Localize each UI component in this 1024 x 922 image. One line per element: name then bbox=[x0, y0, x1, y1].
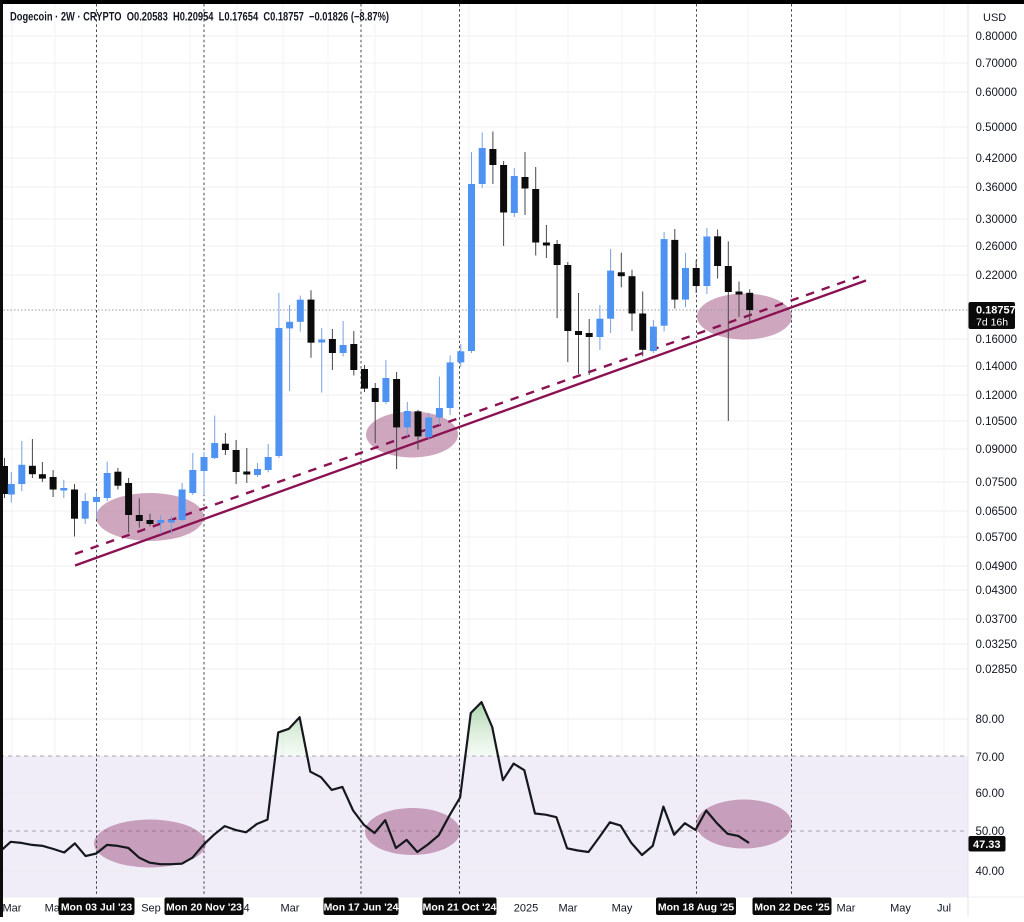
svg-text:Mar: Mar bbox=[281, 903, 300, 915]
svg-text:60.00: 60.00 bbox=[976, 788, 1005, 800]
svg-text:Dogecoin · 2W · CRYPTO O0.205: Dogecoin · 2W · CRYPTO O0.20583 H0.20954… bbox=[10, 12, 389, 24]
svg-text:80.00: 80.00 bbox=[976, 714, 1005, 726]
svg-text:Mon 20 Nov '23: Mon 20 Nov '23 bbox=[166, 902, 242, 914]
svg-text:50.00: 50.00 bbox=[976, 826, 1005, 838]
svg-text:0.18757: 0.18757 bbox=[976, 305, 1016, 317]
svg-text:0.12000: 0.12000 bbox=[976, 390, 1018, 402]
svg-text:0.50000: 0.50000 bbox=[976, 122, 1018, 134]
svg-text:Jul: Jul bbox=[937, 903, 951, 915]
svg-text:0.04900: 0.04900 bbox=[976, 561, 1018, 573]
svg-text:0.26000: 0.26000 bbox=[976, 241, 1018, 253]
svg-text:0.02850: 0.02850 bbox=[976, 664, 1018, 676]
svg-text:0.60000: 0.60000 bbox=[976, 87, 1018, 99]
svg-text:7d 16h: 7d 16h bbox=[976, 317, 1008, 329]
svg-text:0.70000: 0.70000 bbox=[976, 58, 1018, 70]
svg-text:0.04300: 0.04300 bbox=[976, 585, 1018, 597]
svg-text:0.80000: 0.80000 bbox=[976, 31, 1018, 43]
svg-text:0.03700: 0.03700 bbox=[976, 614, 1018, 626]
svg-text:May: May bbox=[612, 903, 633, 915]
svg-text:4: 4 bbox=[243, 903, 249, 915]
svg-text:USD: USD bbox=[983, 12, 1006, 24]
svg-text:0.07500: 0.07500 bbox=[976, 477, 1018, 489]
svg-text:May: May bbox=[890, 903, 911, 915]
svg-text:Sep: Sep bbox=[141, 903, 161, 915]
svg-text:0.16000: 0.16000 bbox=[976, 334, 1018, 346]
svg-text:0.42000: 0.42000 bbox=[976, 153, 1018, 165]
svg-text:0.05700: 0.05700 bbox=[976, 532, 1018, 544]
svg-text:Mar: Mar bbox=[3, 903, 22, 915]
svg-text:0.03250: 0.03250 bbox=[976, 639, 1018, 651]
svg-text:0.36000: 0.36000 bbox=[976, 182, 1018, 194]
svg-text:Mon 22 Dec '25: Mon 22 Dec '25 bbox=[754, 902, 830, 914]
svg-text:Mar: Mar bbox=[837, 903, 856, 915]
svg-text:Mon 03 Jul '23: Mon 03 Jul '23 bbox=[61, 902, 133, 914]
svg-text:Mon 21 Oct '24: Mon 21 Oct '24 bbox=[423, 902, 497, 914]
svg-text:0.06500: 0.06500 bbox=[976, 506, 1018, 518]
svg-text:70.00: 70.00 bbox=[976, 752, 1005, 764]
svg-text:0.22000: 0.22000 bbox=[976, 270, 1018, 282]
svg-text:2025: 2025 bbox=[514, 903, 538, 915]
svg-text:Mon 18 Aug '25: Mon 18 Aug '25 bbox=[658, 902, 734, 914]
svg-text:40.00: 40.00 bbox=[976, 866, 1005, 878]
svg-text:0.10500: 0.10500 bbox=[976, 416, 1018, 428]
svg-text:Mon 17 Jun '24: Mon 17 Jun '24 bbox=[324, 902, 399, 914]
svg-text:47.33: 47.33 bbox=[973, 839, 1001, 851]
svg-text:0.09000: 0.09000 bbox=[976, 444, 1018, 456]
svg-text:0.14000: 0.14000 bbox=[976, 361, 1018, 373]
svg-text:Mar: Mar bbox=[559, 903, 578, 915]
svg-text:0.30000: 0.30000 bbox=[976, 214, 1018, 226]
